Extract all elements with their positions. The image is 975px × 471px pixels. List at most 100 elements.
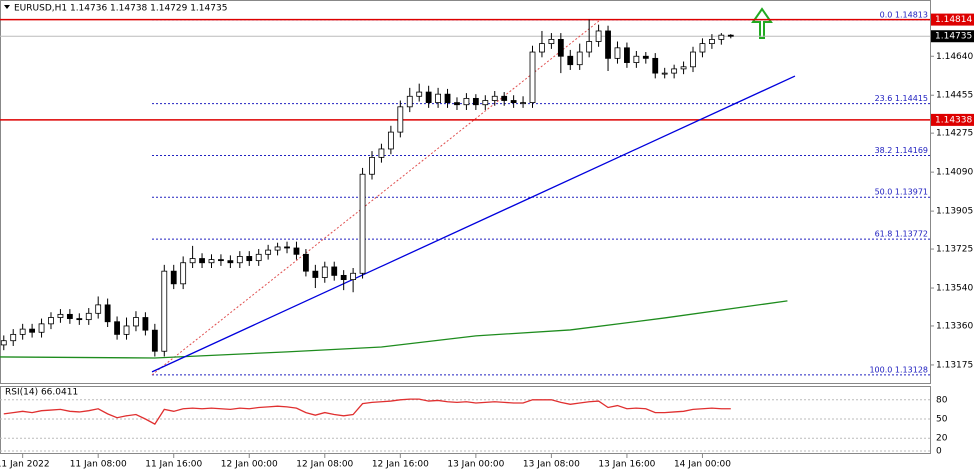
candle-body <box>95 304 102 314</box>
up-arrow <box>751 7 773 39</box>
candle-body <box>614 47 621 59</box>
fib-label: 100.0 1.13128 <box>869 365 928 374</box>
candle-body <box>123 325 130 335</box>
candle-body <box>350 272 357 280</box>
rsi-title: RSI(14) 66.0411 <box>5 388 78 398</box>
x-tick-label: 13 Jan 08:00 <box>523 460 580 470</box>
y-tick-label: 1.13540 <box>936 284 973 294</box>
candle-body <box>510 100 517 104</box>
candle-body <box>727 34 734 37</box>
candle-body <box>425 91 432 104</box>
x-tick-label: 12 Jan 16:00 <box>372 460 429 470</box>
candle-body <box>624 47 630 63</box>
x-tick-label: 12 Jan 08:00 <box>296 460 353 470</box>
candle-body <box>690 51 696 68</box>
fib-label: 38.2 1.14169 <box>875 146 928 155</box>
price-box <box>931 30 974 43</box>
chart-title: EURUSD,H1 1.14736 1.14738 1.14729 1.1473… <box>14 4 227 14</box>
rsi-panel <box>0 386 931 454</box>
y-tick-label: 1.13360 <box>936 321 973 331</box>
candle-body <box>378 148 385 158</box>
candle-body <box>633 55 640 63</box>
x-tick-label: 12 Jan 00:00 <box>221 460 278 470</box>
fib-label: 23.6 1.14415 <box>875 94 928 103</box>
fib-label: 0.0 1.14813 <box>880 10 928 19</box>
candle-body <box>416 91 423 97</box>
candle-body <box>321 266 328 278</box>
candle-body <box>255 253 262 262</box>
candle-body <box>576 51 583 66</box>
candle-body <box>680 66 687 70</box>
candle-body <box>293 247 300 255</box>
price-box-label: 1.14735 <box>935 32 972 42</box>
x-tick-label: 11 Jan 08:00 <box>70 460 127 470</box>
candle-body <box>529 51 536 104</box>
candle-body <box>331 266 338 276</box>
candle-body <box>142 317 149 331</box>
candle-body <box>284 246 290 249</box>
candle-body <box>104 304 111 323</box>
candle-body <box>567 55 574 66</box>
candle-body <box>444 93 451 104</box>
candle-body <box>595 30 602 42</box>
fib-trend <box>151 19 601 376</box>
candle-body <box>48 317 54 325</box>
moving-average <box>0 300 788 359</box>
candle-body <box>180 262 187 285</box>
y-tick-label: 1.13905 <box>936 207 973 217</box>
price-box-label: 1.14814 <box>935 15 972 25</box>
candle-body <box>170 270 177 285</box>
rsi-line <box>3 398 731 425</box>
candle-body <box>10 333 17 342</box>
candle-body <box>387 131 394 150</box>
x-tick-label: 13 Jan 00:00 <box>447 460 504 470</box>
candle-body <box>359 173 366 274</box>
x-tick-label: 11 Jan 16:00 <box>145 460 202 470</box>
candle-body <box>642 55 649 59</box>
candle-body <box>29 328 36 333</box>
candle-body <box>265 249 272 255</box>
candle-body <box>208 259 215 264</box>
candle-body <box>557 38 564 57</box>
candle-body <box>303 253 309 272</box>
rsi-tick-label: 0 <box>936 447 942 457</box>
candle-body <box>114 321 120 335</box>
candle-body <box>406 95 413 108</box>
x-tick-label: 11 Jan 2022 <box>0 460 50 470</box>
candle-body <box>463 97 470 106</box>
candle-body <box>491 95 498 101</box>
candle-body <box>397 106 404 133</box>
candle-body <box>199 258 205 264</box>
candle-body <box>189 258 196 264</box>
candle-body <box>671 68 678 74</box>
price-panel <box>0 0 931 384</box>
price-box <box>931 113 974 126</box>
candle-body <box>652 57 659 74</box>
candle-body <box>708 38 715 45</box>
rsi-tick-label: 50 <box>936 415 948 425</box>
candle-body <box>227 260 234 264</box>
candle-body <box>605 30 611 59</box>
candle-body <box>312 270 319 278</box>
candle-body <box>218 259 224 262</box>
candle-body <box>85 312 92 321</box>
candle-body <box>133 317 139 327</box>
candle-body <box>76 318 83 321</box>
candle-body <box>539 43 545 53</box>
candle-body <box>57 313 64 318</box>
y-tick-label: 1.13175 <box>936 360 973 370</box>
candle-body <box>548 38 555 45</box>
candle-body <box>340 274 347 280</box>
candle-body <box>66 313 73 319</box>
candle-body <box>236 256 243 264</box>
y-tick-label: 1.13725 <box>936 245 973 255</box>
price-box <box>931 13 974 26</box>
rsi-tick-label: 80 <box>936 395 948 405</box>
x-tick-label: 13 Jan 16:00 <box>598 460 655 470</box>
candle-body <box>38 323 45 333</box>
rsi-tick-label: 20 <box>936 434 948 444</box>
candle-body <box>520 102 526 105</box>
y-tick-label: 1.14090 <box>936 168 973 178</box>
candle-body <box>435 93 441 104</box>
